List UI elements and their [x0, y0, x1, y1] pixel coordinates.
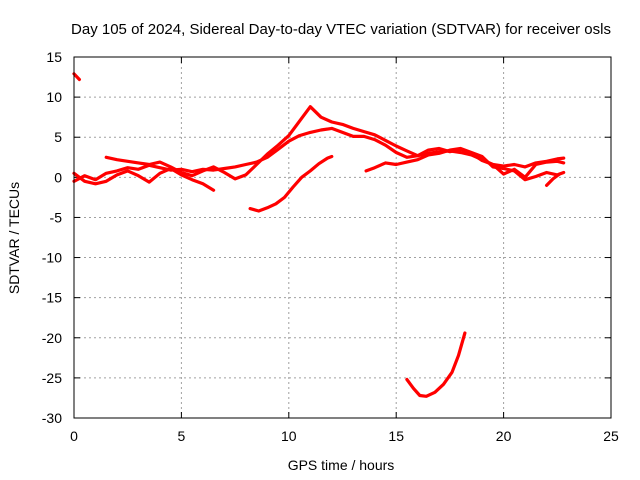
x-tick-label: 0	[70, 428, 78, 444]
y-tick-label: -20	[42, 330, 62, 346]
grid-lines	[74, 57, 611, 418]
x-tick-label: 5	[178, 428, 186, 444]
x-tick-label: 10	[281, 428, 297, 444]
y-tick-label: -30	[42, 410, 62, 426]
y-tick-label: 10	[46, 89, 62, 105]
series-trace-2	[72, 126, 566, 183]
y-axis-tick-labels: 15 10 5 0 -5 -10 -15 -20 -25 -30	[42, 49, 62, 426]
chart-title: Day 105 of 2024, Sidereal Day-to-day VTE…	[71, 21, 611, 38]
x-axis-tick-labels: 0 5 10 15 20 25	[70, 428, 619, 444]
series-trace-3	[72, 166, 216, 192]
plot-frame	[73, 56, 612, 419]
y-tick-label: -25	[42, 370, 62, 386]
y-axis-label: SDTVAR / TECUs	[6, 182, 22, 294]
axis-ticks	[73, 56, 612, 419]
y-tick-label: 0	[54, 169, 62, 185]
series-trace-7	[545, 172, 561, 187]
y-tick-label: 15	[46, 49, 62, 65]
x-tick-label: 20	[496, 428, 512, 444]
y-tick-label: -15	[42, 290, 62, 306]
y-tick-label: -5	[50, 209, 63, 225]
x-axis-label: GPS time / hours	[288, 457, 395, 473]
series-trace-8	[405, 331, 467, 398]
series-trace-6	[364, 146, 566, 182]
y-tick-label: 5	[54, 129, 62, 145]
x-tick-label: 25	[603, 428, 619, 444]
series-trace-5	[248, 154, 334, 213]
y-tick-label: -10	[42, 250, 62, 266]
data-series	[72, 72, 566, 398]
series-trace-1	[72, 72, 81, 82]
x-tick-label: 15	[388, 428, 404, 444]
